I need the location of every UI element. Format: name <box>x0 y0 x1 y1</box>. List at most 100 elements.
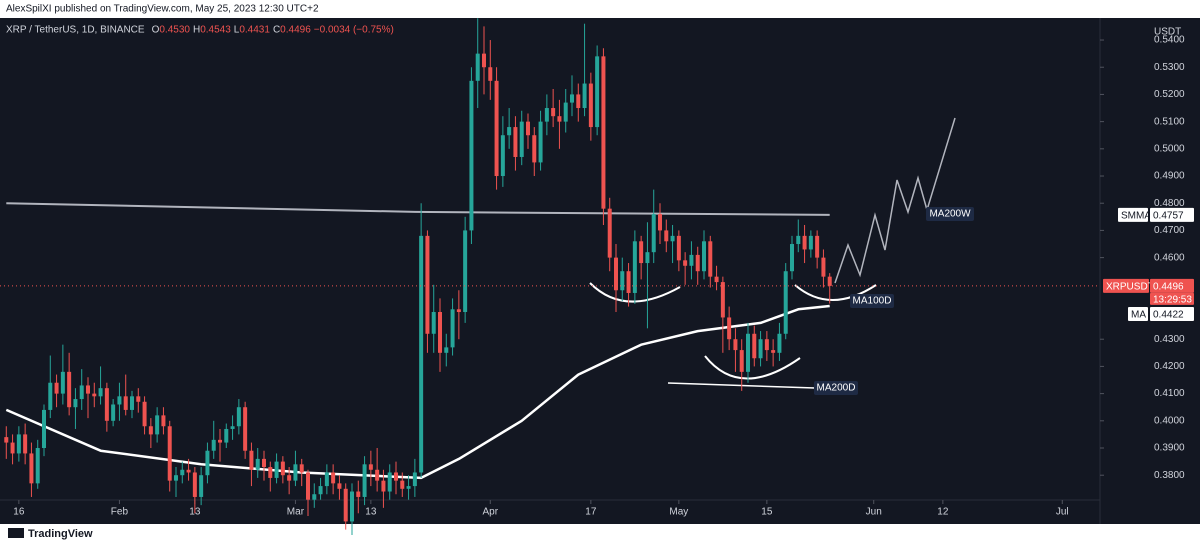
candle-body <box>444 347 449 353</box>
y-tick-label: 0.4000 <box>1154 415 1185 426</box>
x-tick-label: 13 <box>365 507 377 518</box>
candle-body <box>689 254 694 266</box>
candle-body <box>456 309 461 313</box>
candle-body <box>4 437 9 443</box>
candle-body <box>199 475 204 497</box>
candle-body <box>658 214 662 231</box>
candle-body <box>746 333 750 372</box>
candle-body <box>720 282 725 318</box>
candle-body <box>142 401 147 427</box>
annotation-labels: MA200W MA100D MA200D <box>814 207 974 395</box>
y-tick-label: 0.5000 <box>1154 143 1185 154</box>
y-tick-label: 0.4900 <box>1154 171 1185 182</box>
annotation-box <box>850 294 894 308</box>
candle-body <box>23 434 28 454</box>
header-band <box>0 0 1200 18</box>
candle-body <box>670 235 675 242</box>
candle-body <box>796 235 801 245</box>
candle-body <box>563 102 568 122</box>
annotation-box <box>926 207 974 221</box>
brand: TradingView <box>8 528 93 540</box>
candle-body <box>387 472 392 492</box>
chart-title: AlexSpilXI published on TradingView.com,… <box>6 4 319 15</box>
y-tick-label: 0.4100 <box>1154 388 1185 399</box>
candle-body <box>582 83 587 109</box>
x-tick-label: Feb <box>111 507 129 518</box>
candle-body <box>419 235 424 473</box>
candle-body <box>67 371 72 408</box>
right-shoulder-arc <box>794 284 877 301</box>
candle-body <box>280 461 285 476</box>
candle-body <box>236 407 241 427</box>
candle-body <box>111 404 116 421</box>
candle-body <box>167 426 172 481</box>
candle-body <box>262 458 266 468</box>
candle-body <box>16 434 21 454</box>
candle-body <box>117 396 122 405</box>
legend-line: XRP / TetherUS, 1D, BINANCE O 0.4530 H 0.454… <box>6 25 394 36</box>
candle-body <box>186 469 191 473</box>
candle-body <box>73 399 78 408</box>
candle-body <box>821 257 826 277</box>
y-unit: USDT <box>1154 27 1181 38</box>
y-tick-label: 0.3800 <box>1154 470 1185 481</box>
candle-body <box>519 121 524 157</box>
candle-body <box>425 235 430 334</box>
candle-body <box>733 339 738 351</box>
symbol: XRP / TetherUS, 1D, BINANCE <box>6 25 145 36</box>
brand-name: TradingView <box>28 528 93 540</box>
candle-body <box>224 428 229 443</box>
symbol-tag-box <box>1103 278 1149 293</box>
candle-body <box>211 439 216 451</box>
candle-body <box>827 276 832 286</box>
candle-body <box>350 491 354 522</box>
candle-body <box>815 235 820 258</box>
candle-body <box>758 339 763 359</box>
indicator-line <box>6 202 830 216</box>
candle-body <box>148 426 153 435</box>
candle-body <box>60 371 65 394</box>
candle-body <box>752 333 757 359</box>
candle-body <box>362 464 367 497</box>
candle-body <box>180 469 185 476</box>
candle-body <box>695 254 700 272</box>
series-last-value-box <box>1150 207 1194 222</box>
candle-body <box>683 260 688 266</box>
y-tick-label: 0.3900 <box>1154 443 1185 454</box>
candle-body <box>92 393 97 397</box>
candle-body <box>249 450 254 470</box>
candle-body <box>532 135 537 163</box>
x-tick-label: 12 <box>937 507 949 518</box>
x-tick-label: 17 <box>585 507 597 518</box>
y-tick-label: 0.5400 <box>1154 35 1185 46</box>
ohlc-label: O <box>152 25 160 36</box>
y-tick-label: 0.5300 <box>1154 62 1185 73</box>
series-last-value-box <box>1150 307 1194 322</box>
candle-body <box>595 56 600 128</box>
candle-body <box>507 127 512 136</box>
candle-body <box>702 241 706 272</box>
candle-body <box>607 208 612 258</box>
candle-body <box>356 491 361 497</box>
candle-body <box>614 257 618 291</box>
y-tick-label: 0.4300 <box>1154 334 1185 345</box>
candle-body <box>494 80 499 177</box>
y-tick-label: 0.5100 <box>1154 116 1185 127</box>
x-tick-label: Mar <box>287 507 305 518</box>
x-tick-label: 16 <box>13 507 25 518</box>
candle-body <box>790 244 794 272</box>
projection-path <box>834 117 956 284</box>
countdown-box <box>1150 292 1194 305</box>
x-tick-label: Jun <box>866 507 882 518</box>
annotation-box <box>814 381 858 395</box>
candle-body <box>406 486 411 489</box>
y-tick-label: 0.4800 <box>1154 198 1185 209</box>
candle-body <box>368 464 373 470</box>
candle-body <box>10 442 15 454</box>
candle-body <box>306 472 310 500</box>
candle-body <box>651 214 656 253</box>
candle-body <box>48 382 53 410</box>
x-tick-label: 15 <box>761 507 773 518</box>
candle-body <box>513 127 518 157</box>
